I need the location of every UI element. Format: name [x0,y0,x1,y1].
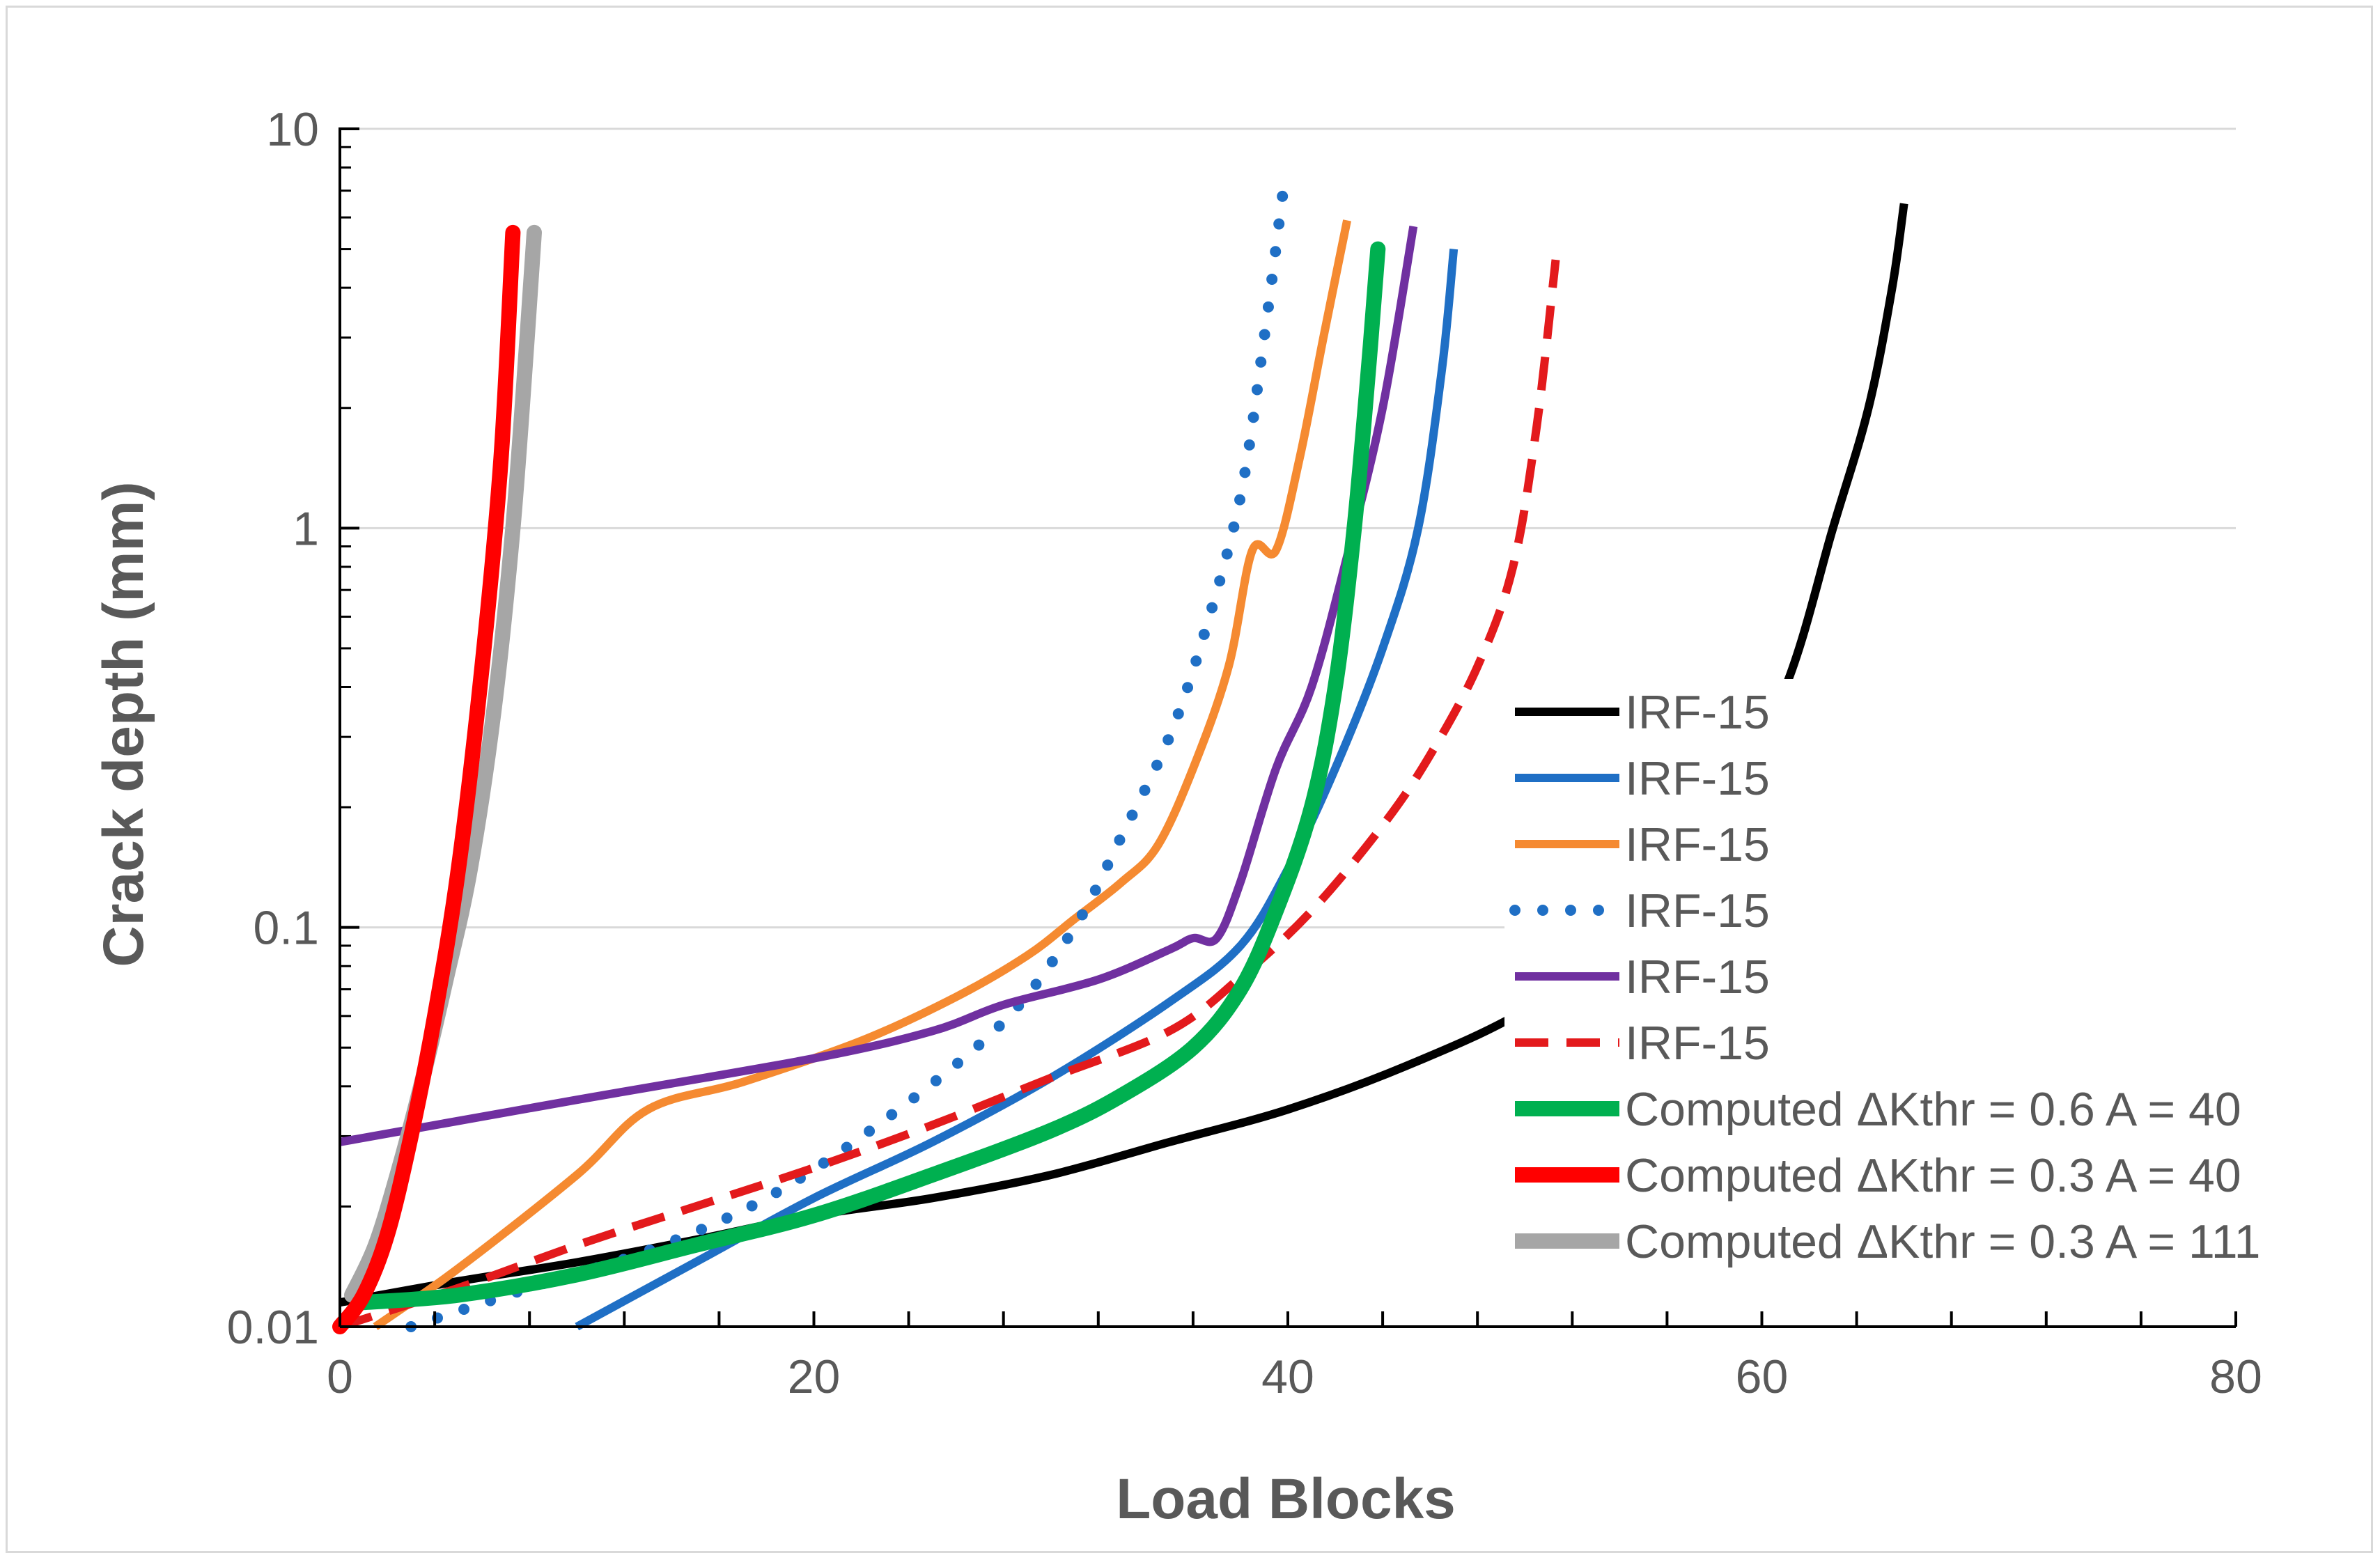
legend-label-3: IRF-15 [1625,818,1770,871]
legend-label-1: IRF-15 [1625,686,1770,739]
series-layer [332,185,1908,1334]
y-tick-label: 1 [293,502,319,555]
series-line-2 [575,248,1459,1331]
series-line-8 [332,224,521,1334]
x-tick-label: 0 [327,1350,353,1403]
axes [339,127,2237,1328]
x-tick-labels: 0 20 40 60 80 [327,1350,2262,1403]
legend-label-6: IRF-15 [1625,1017,1770,1070]
x-tick-label: 20 [788,1350,841,1403]
x-tick-label: 60 [1736,1350,1789,1403]
series-line-6 [339,259,1560,1331]
legend: IRF-15 IRF-15 IRF-15 IRF-15 IRF-15 IRF-15 Comp… [1504,679,2351,1284]
legend-background [1504,679,2351,1284]
legend-label-5: IRF-15 [1625,951,1770,1004]
y-minor-ticks [340,146,351,1208]
legend-label-4: IRF-15 [1625,884,1770,937]
x-tick-label: 40 [1261,1350,1314,1403]
series-line-7 [356,241,1386,1311]
legend-label-8: Computed ΔKthr = 0.3 A = 40 [1625,1149,2241,1202]
series-line-3 [373,219,1351,1330]
y-tick-label: 0.01 [227,1301,319,1354]
x-tick-label: 80 [2209,1350,2262,1403]
legend-label-9: Computed ΔKthr = 0.3 A = 111 [1625,1215,2260,1268]
y-axis-title: Crack depth (mm) [92,481,155,967]
y-tick-labels: 0.01 0.1 1 10 [227,103,319,1354]
y-tick-label: 10 [266,103,319,156]
legend-label-2: IRF-15 [1625,752,1770,805]
x-axis-title: Load Blocks [1116,1467,1456,1531]
y-tick-label: 0.1 [253,902,319,955]
legend-label-7: Computed ΔKthr = 0.6 A = 40 [1625,1083,2241,1136]
